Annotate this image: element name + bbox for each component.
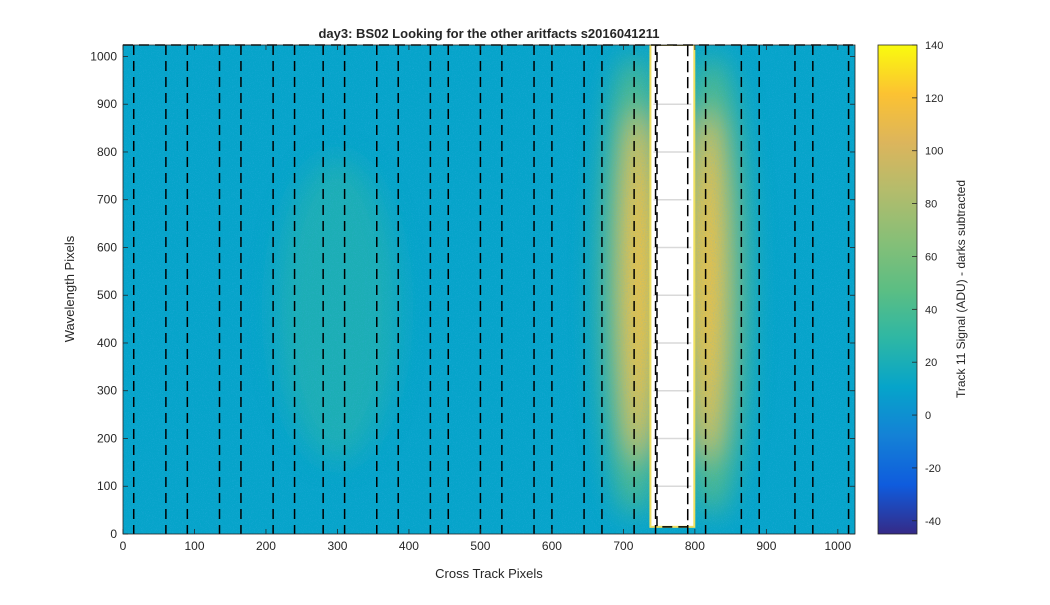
- x-tick-label: 800: [685, 539, 705, 553]
- y-tick-label: 1000: [90, 49, 117, 63]
- x-axis: 0 100 200 300 400 500 600 700 800 900 1000: [120, 45, 852, 553]
- y-tick-label: 900: [97, 97, 117, 111]
- x-tick-label: 200: [256, 539, 276, 553]
- x-tick-label: 400: [399, 539, 419, 553]
- colorbar-tick-label: -20: [925, 463, 941, 475]
- colorbar-label: Track 11 Signal (ADU) - darks subtracted: [954, 180, 968, 398]
- x-tick-label: 0: [120, 539, 127, 553]
- colorbar-tick-label: 40: [925, 304, 937, 316]
- plot-area: [123, 45, 855, 534]
- colorbar-tick-label: 60: [925, 251, 937, 263]
- colorbar-gradient: [877, 44, 918, 535]
- y-tick-label: 800: [97, 145, 117, 159]
- colorbar-tick-label: 0: [925, 410, 931, 422]
- x-tick-label: 300: [327, 539, 347, 553]
- y-tick-label: 300: [97, 384, 117, 398]
- y-tick-label: 100: [97, 479, 117, 493]
- colorbar-tick-label: 120: [925, 93, 943, 105]
- x-tick-label: 100: [184, 539, 204, 553]
- y-tick-label: 500: [97, 288, 117, 302]
- saturated-box: [656, 45, 689, 528]
- colorbar-tick-label: 100: [925, 146, 943, 158]
- x-tick-label: 600: [542, 539, 562, 553]
- x-axis-label: Cross Track Pixels: [435, 566, 543, 581]
- y-tick-label: 200: [97, 431, 117, 445]
- y-tick-label: 600: [97, 240, 117, 254]
- y-tick-label: 0: [110, 527, 117, 541]
- saturated-grid: [653, 103, 692, 487]
- plot-frame: [122, 44, 856, 535]
- colorbar-tick-label: 80: [925, 199, 937, 211]
- y-tick-label: 400: [97, 336, 117, 350]
- colorbar-tick-label: 140: [925, 40, 943, 52]
- colorbar-ticks: -40 -20 0 20 40 60 80 100 120 140: [912, 40, 943, 528]
- dashed-boundaries: [132, 45, 850, 534]
- x-tick-label: 700: [613, 539, 633, 553]
- x-tick-label: 1000: [824, 539, 851, 553]
- colorbar-tick-label: 20: [925, 357, 937, 369]
- colorbar: -40 -20 0 20 40 60 80 100 120 140 Track 11 Signal…: [877, 40, 968, 535]
- colorbar-tick-label: -40: [925, 516, 941, 528]
- y-tick-label: 700: [97, 193, 117, 207]
- chart-title: day3: BS02 Looking for the other aritfac…: [318, 26, 659, 41]
- x-tick-label: 900: [756, 539, 776, 553]
- x-tick-label: 500: [470, 539, 490, 553]
- y-axis: 0 100 200 300 400 500 600 700 800 900 1000: [90, 49, 855, 541]
- image-noise: [123, 45, 855, 534]
- y-axis-label: Wavelength Pixels: [62, 235, 77, 342]
